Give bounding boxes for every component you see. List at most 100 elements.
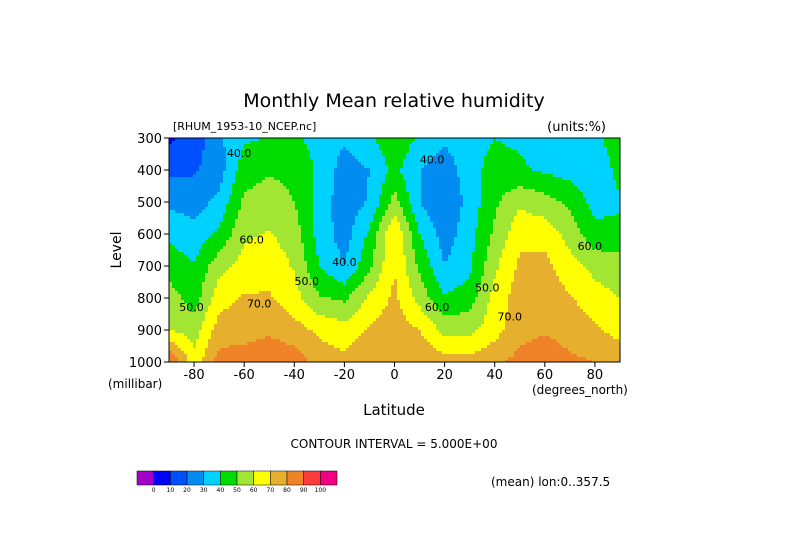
contour-cell	[298, 234, 302, 238]
contour-cell	[550, 141, 554, 145]
contour-cell	[421, 153, 425, 157]
contour-cell	[553, 162, 557, 166]
contour-cell	[238, 210, 242, 214]
contour-cell	[250, 216, 254, 220]
contour-cell	[502, 156, 506, 160]
contour-cell	[187, 213, 191, 217]
contour-cell	[589, 171, 593, 175]
contour-cell	[586, 210, 590, 214]
contour-cell	[298, 228, 302, 232]
contour-cell	[577, 231, 581, 235]
contour-cell	[505, 216, 509, 220]
contour-cell	[529, 225, 533, 229]
contour-cell	[595, 165, 599, 169]
contour-cell	[385, 186, 389, 190]
contour-cell	[226, 147, 230, 151]
contour-cell	[238, 159, 242, 163]
contour-cell	[358, 177, 362, 181]
contour-cell	[544, 180, 548, 184]
contour-cell	[259, 225, 263, 229]
contour-cell	[424, 183, 428, 187]
contour-cell	[172, 144, 176, 148]
contour-cell	[463, 141, 467, 145]
contour-cell	[574, 228, 578, 232]
contour-cell	[556, 216, 560, 220]
contour-cell	[496, 231, 500, 235]
contour-cell	[283, 174, 287, 178]
contour-cell	[529, 231, 533, 235]
contour-cell	[325, 189, 329, 193]
contour-cell	[373, 210, 377, 214]
contour-cell	[490, 228, 494, 232]
contour-cell	[460, 156, 464, 160]
contour-cell	[337, 204, 341, 208]
contour-cell	[256, 234, 260, 238]
contour-cell	[436, 213, 440, 217]
contour-cell	[514, 219, 518, 223]
contour-cell	[400, 162, 404, 166]
contour-cell	[343, 219, 347, 223]
contour-cell	[544, 189, 548, 193]
contour-cell	[364, 162, 368, 166]
contour-cell	[385, 189, 389, 193]
contour-cell	[316, 195, 320, 199]
contour-cell	[370, 138, 374, 142]
contour-cell	[538, 153, 542, 157]
contour-cell	[190, 177, 194, 181]
contour-cell	[286, 210, 290, 214]
contour-cell	[250, 231, 254, 235]
contour-cell	[193, 144, 197, 148]
contour-cell	[616, 222, 620, 226]
contour-cell	[232, 165, 236, 169]
contour-cell	[391, 150, 395, 154]
contour-cell	[340, 216, 344, 220]
contour-cell	[268, 141, 272, 145]
contour-cell	[547, 186, 551, 190]
contour-cell	[298, 177, 302, 181]
contour-cell	[619, 183, 620, 187]
contour-cell	[565, 141, 569, 145]
contour-cell	[250, 225, 254, 229]
contour-cell	[358, 192, 362, 196]
contour-cell	[202, 231, 206, 235]
contour-cell	[463, 213, 467, 217]
contour-cell	[271, 222, 275, 226]
contour-cell	[343, 222, 347, 226]
contour-cell	[475, 180, 479, 184]
contour-cell	[316, 219, 320, 223]
contour-cell	[550, 156, 554, 160]
contour-cell	[496, 210, 500, 214]
contour-cell	[361, 150, 365, 154]
contour-cell	[304, 198, 308, 202]
contour-cell	[214, 177, 218, 181]
contour-cell	[598, 204, 602, 208]
contour-cell	[472, 153, 476, 157]
contour-cell	[469, 147, 473, 151]
contour-cell	[598, 156, 602, 160]
contour-cell	[511, 156, 515, 160]
contour-cell	[475, 162, 479, 166]
contour-cell	[481, 165, 485, 169]
contour-cell	[379, 222, 383, 226]
contour-cell	[256, 213, 260, 217]
contour-cell	[334, 195, 338, 199]
contour-cell	[589, 174, 593, 178]
contour-cell	[583, 141, 587, 145]
contour-cell	[403, 201, 407, 205]
contour-cell	[169, 228, 173, 232]
contour-cell	[220, 213, 224, 217]
contour-cell	[217, 159, 221, 163]
contour-cell	[460, 147, 464, 151]
contour-cell	[211, 234, 215, 238]
contour-cell	[544, 228, 548, 232]
contour-cell	[283, 141, 287, 145]
contour-cell	[343, 171, 347, 175]
contour-cell	[442, 192, 446, 196]
contour-cell	[322, 213, 326, 217]
contour-cell	[328, 147, 332, 151]
contour-cell	[241, 180, 245, 184]
contour-cell	[448, 168, 452, 172]
contour-cell	[424, 195, 428, 199]
contour-cell	[187, 222, 191, 226]
contour-cell	[490, 147, 494, 151]
